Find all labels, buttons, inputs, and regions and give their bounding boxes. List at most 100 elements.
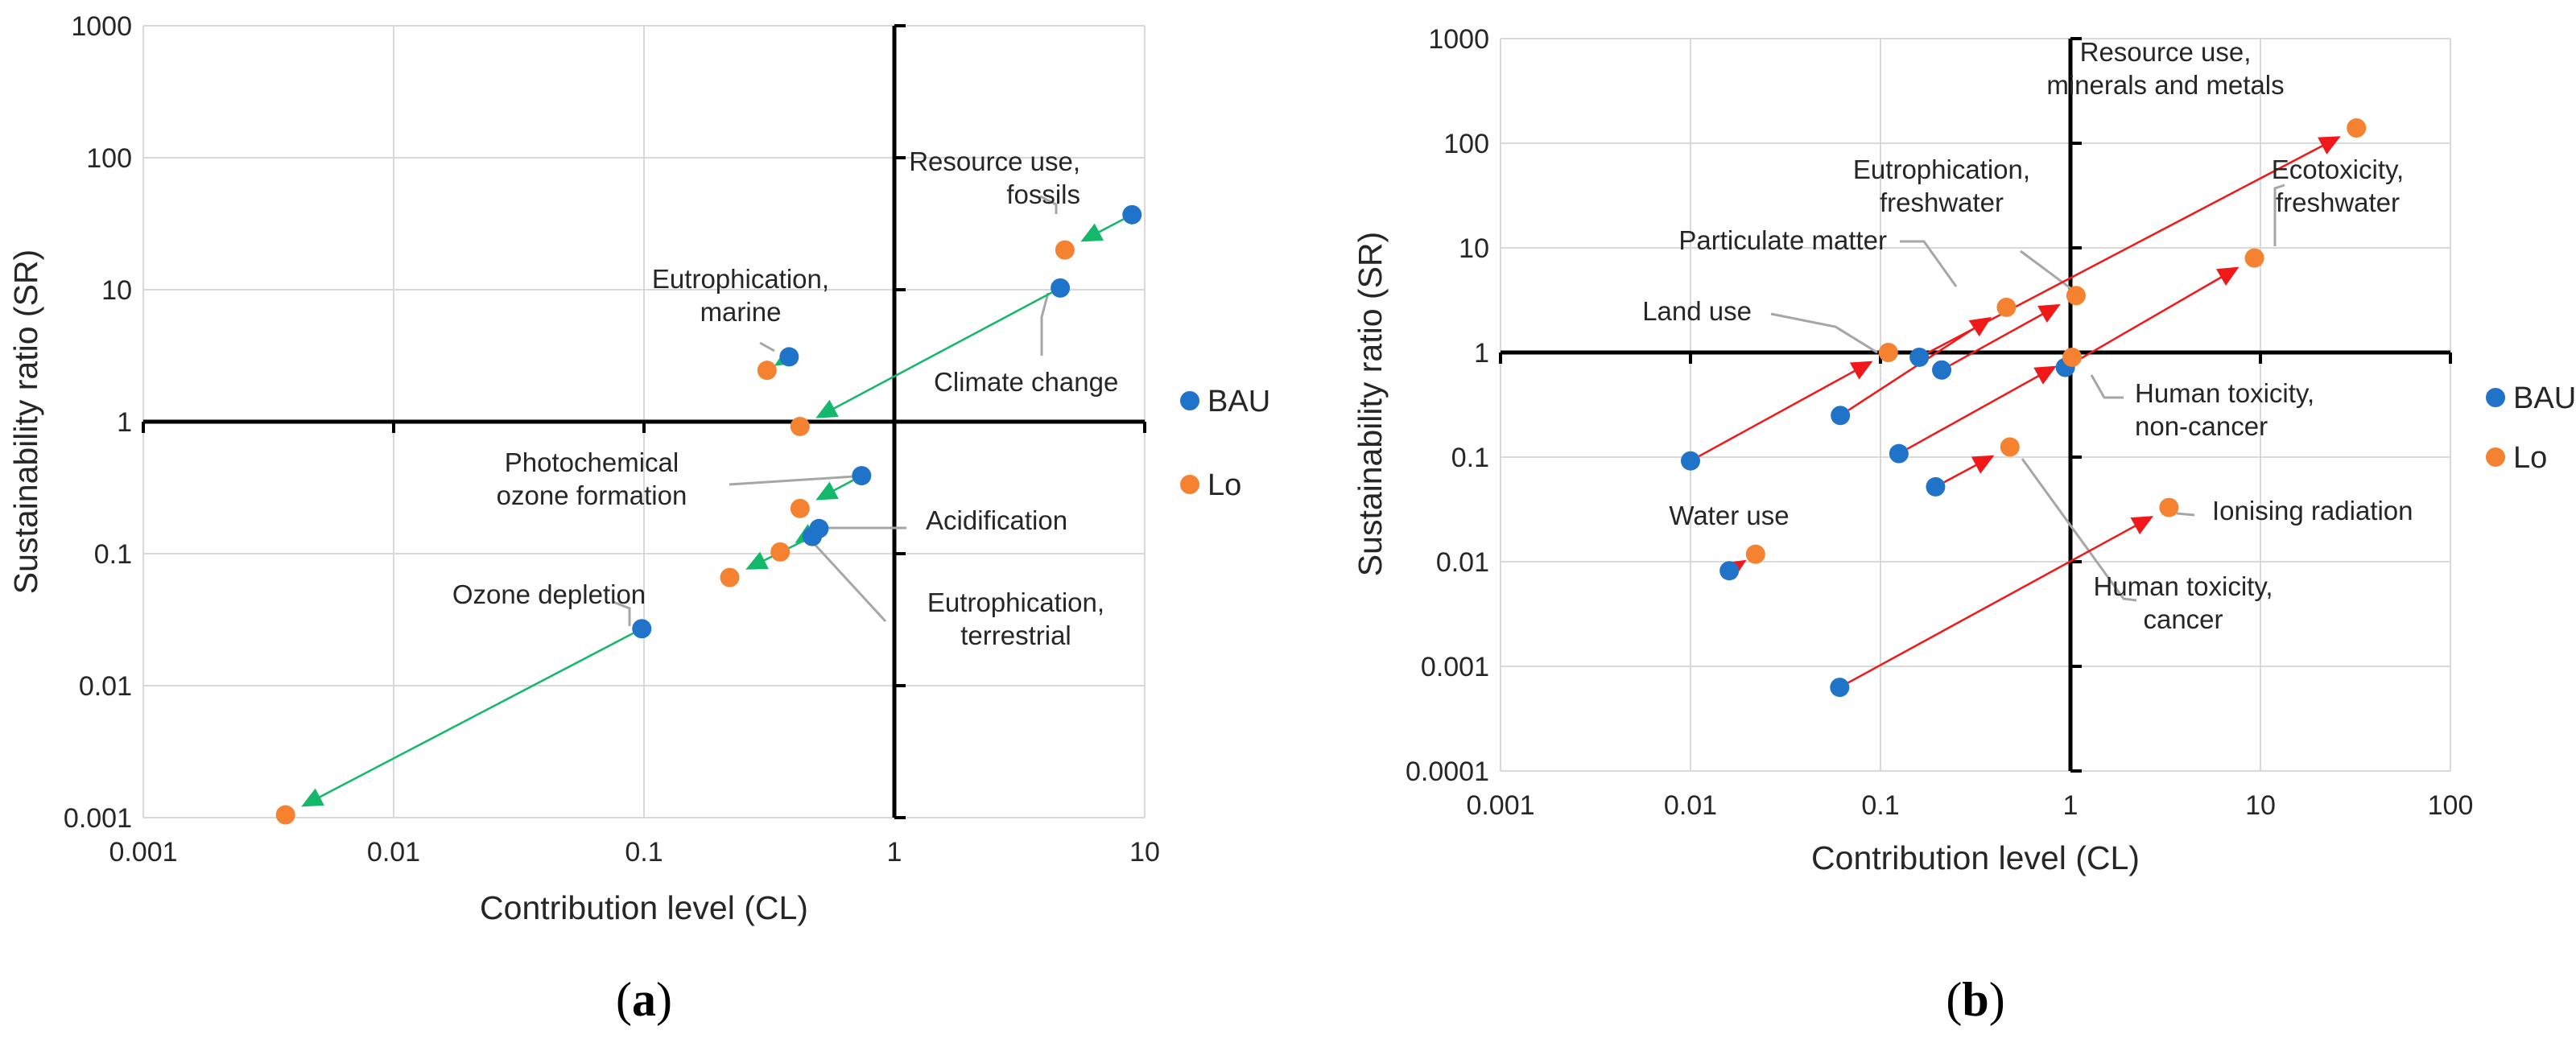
chart-a-x-tick-label: 10	[1129, 837, 1160, 868]
chart-b-arrowhead-human-toxicity-cancer	[1971, 455, 1995, 474]
chart-b-bau-point-water-use	[1719, 561, 1740, 581]
chart-a-bau-point-photochemical-ozone-formation	[852, 466, 872, 486]
chart-a-legend-label-bau: BAU	[1208, 385, 1270, 418]
chart-b-panel-label-letter: b	[1962, 973, 1988, 1026]
chart-a-arrowhead-climate-change	[815, 399, 839, 418]
chart-a-leader-eutrophication-terrestrial	[810, 539, 887, 623]
chart-b-x-tick-label: 0.01	[1664, 790, 1717, 821]
chart-b-x-tick-label: 0.1	[1861, 790, 1899, 821]
chart-a-label-line: fossils	[1006, 179, 1080, 209]
chart-b-legend-marker-lo	[2486, 447, 2505, 467]
chart-b-x-tick-label: 10	[2245, 790, 2276, 821]
chart-a-x-tick-label: 0.1	[625, 837, 663, 868]
chart-b-lo-point-eutrophication-freshwater	[2066, 286, 2086, 306]
chart-b-y-tick-label: 0.0001	[1406, 756, 1489, 787]
chart-b-arrowhead-land-use	[1849, 361, 1873, 380]
chart-b-label-resource-use-minerals-and-metals: Resource use, minerals and metals	[2046, 37, 2284, 100]
chart-a-bau-point-ozone-depletion	[632, 619, 652, 639]
chart-b-y-axis-title: Sustainability ratio (SR)	[1352, 232, 1389, 576]
chart-a-leader-eutrophication-marine	[759, 341, 775, 352]
chart-b-leader-land-use	[1770, 312, 1878, 354]
chart-b-x-tick-label: 100	[2428, 790, 2474, 821]
chart-b-arrowhead-ecotoxicity-freshwater	[2216, 266, 2240, 286]
chart-a-label-ozone-depletion: Ozone depletion	[452, 579, 646, 609]
chart-a-y-tick-label: 1000	[71, 11, 132, 42]
chart-b-leader-ecotoxicity-freshwater	[2273, 183, 2285, 246]
chart-a-bau-point-eutrophication-marine	[779, 347, 799, 367]
chart-a-y-tick-label: 1	[117, 407, 132, 438]
chart-b-label-water-use: Water use	[1669, 501, 1789, 530]
chart-a-arrowhead-photochemical-ozone-formation	[815, 481, 839, 501]
chart-b-arrowhead-eutrophication-freshwater	[2037, 303, 2061, 324]
chart-b-arrowhead-ionising-radiation	[2130, 516, 2154, 535]
chart-a-x-tick-label: 0.01	[367, 837, 420, 868]
chart-b-lo-point-resource-use-minerals-and-metals	[2347, 118, 2367, 138]
chart-b-label-line: freshwater	[2276, 188, 2400, 217]
chart-a-label-line: terrestrial	[960, 620, 1071, 650]
chart-a-label-line: Climate change	[934, 367, 1118, 397]
chart-a-x-tick-label: 0.001	[109, 837, 177, 868]
chart-a-arrowhead-ozone-depletion	[301, 788, 324, 807]
chart-a-y-tick-label: 100	[86, 143, 132, 174]
chart-b-label-land-use: Land use	[1642, 296, 1752, 326]
chart-b-label-eutrophication-freshwater: Eutrophication, freshwater	[1853, 155, 2030, 217]
chart-a-label-line: Acidification	[926, 505, 1067, 535]
chart-b-arrow-eutrophication-freshwater	[1949, 304, 2059, 367]
chart-b-label-line: Human toxicity,	[2093, 571, 2273, 601]
chart-b-arrow-human-toxicity-non-cancer	[1906, 366, 2056, 450]
chart-b-label-line: Eutrophication,	[1853, 155, 2030, 184]
chart-a-label-line: Eutrophication,	[652, 264, 829, 294]
chart-a-y-tick-label: 0.001	[64, 803, 132, 834]
chart-a-label-line: Eutrophication,	[927, 587, 1104, 617]
chart-b-arrowhead-particulate-matter	[1968, 316, 1992, 337]
chart-b-arrow-resource-use-minerals-and-metals	[1927, 136, 2339, 354]
chart-b-label-line: cancer	[2143, 604, 2223, 634]
chart-a-lo-point-climate-change	[790, 416, 810, 436]
chart-a: 0.001 0.01 0.1 1 10 0.001 0.01 0.1 1 10 100 1000 Con…	[7, 11, 1270, 1026]
chart-b-y-tick-label: 0.1	[1451, 443, 1489, 473]
chart-a-label-line: Ozone depletion	[452, 579, 646, 609]
chart-a-y-axis-title: Sustainability ratio (SR)	[7, 249, 44, 594]
chart-b-lo-point-land-use	[1878, 343, 1898, 362]
chart-a-x-tick-label: 1	[887, 837, 902, 868]
chart-b-y-tick-label: 1	[1474, 338, 1489, 369]
chart-a-lo-point-photochemical-ozone-formation	[790, 498, 810, 518]
chart-a-label-eutrophication-marine: Eutrophication, marine	[652, 264, 829, 327]
chart-b-panel-label-open: (	[1946, 973, 1962, 1026]
chart-b-y-tick-label: 100	[1443, 129, 1489, 159]
chart-a-bau-point-climate-change	[1051, 278, 1071, 298]
chart-a-label-resource-use-fossils: Resource use, fossils	[909, 146, 1080, 209]
chart-a-arrowhead-eutrophication-terrestrial	[745, 551, 769, 570]
chart-a-leader-climate-change	[1040, 292, 1050, 356]
chart-b-label-line: Resource use,	[2080, 37, 2252, 67]
chart-a-label-line: ozone formation	[497, 480, 687, 510]
chart-b-lo-point-particulate-matter	[1996, 297, 2017, 317]
chart-a-bau-point-eutrophication-terrestrial	[803, 526, 823, 546]
chart-b-lo-point-human-toxicity-cancer	[2000, 437, 2020, 457]
chart-b-legend-marker-bau	[2486, 388, 2505, 407]
chart-b-panel-label-close: )	[1989, 973, 2005, 1026]
chart-b-label-line: minerals and metals	[2046, 70, 2284, 100]
chart-b-leader-ionising-radiation	[2176, 512, 2195, 517]
chart-b-bau-point-eutrophication-freshwater	[1932, 360, 1952, 380]
chart-b-bau-point-resource-use-minerals-and-metals	[1909, 347, 1930, 367]
chart-a-legend-marker-lo	[1180, 475, 1199, 494]
chart-b-leader-human-toxicity-non-cancer	[2090, 374, 2124, 399]
chart-b-label-line: Ionising radiation	[2212, 496, 2413, 526]
chart-b-lo-point-ionising-radiation	[2159, 497, 2179, 517]
chart-b-arrow-land-use	[1698, 361, 1872, 458]
chart-b-bau-point-human-toxicity-cancer	[1926, 476, 1946, 497]
chart-a-arrow-climate-change	[817, 291, 1053, 418]
chart-b-label-particulate-matter: Particulate matter	[1678, 225, 1887, 255]
chart-b-bau-point-particulate-matter	[1831, 406, 1851, 426]
chart-b-label-line: non-cancer	[2135, 411, 2268, 441]
chart-b-bau-point-land-use	[1681, 451, 1700, 471]
chart-a-label-eutrophication-terrestrial: Eutrophication, terrestrial	[927, 587, 1104, 650]
chart-b-x-tick-label: 1	[2063, 790, 2079, 821]
chart-a-panel-label-close: )	[656, 973, 672, 1026]
chart-a-lo-point-eutrophication-terrestrial	[720, 567, 740, 587]
chart-a-label-line: marine	[700, 297, 782, 327]
chart-a-y-tick-label: 10	[101, 275, 132, 306]
